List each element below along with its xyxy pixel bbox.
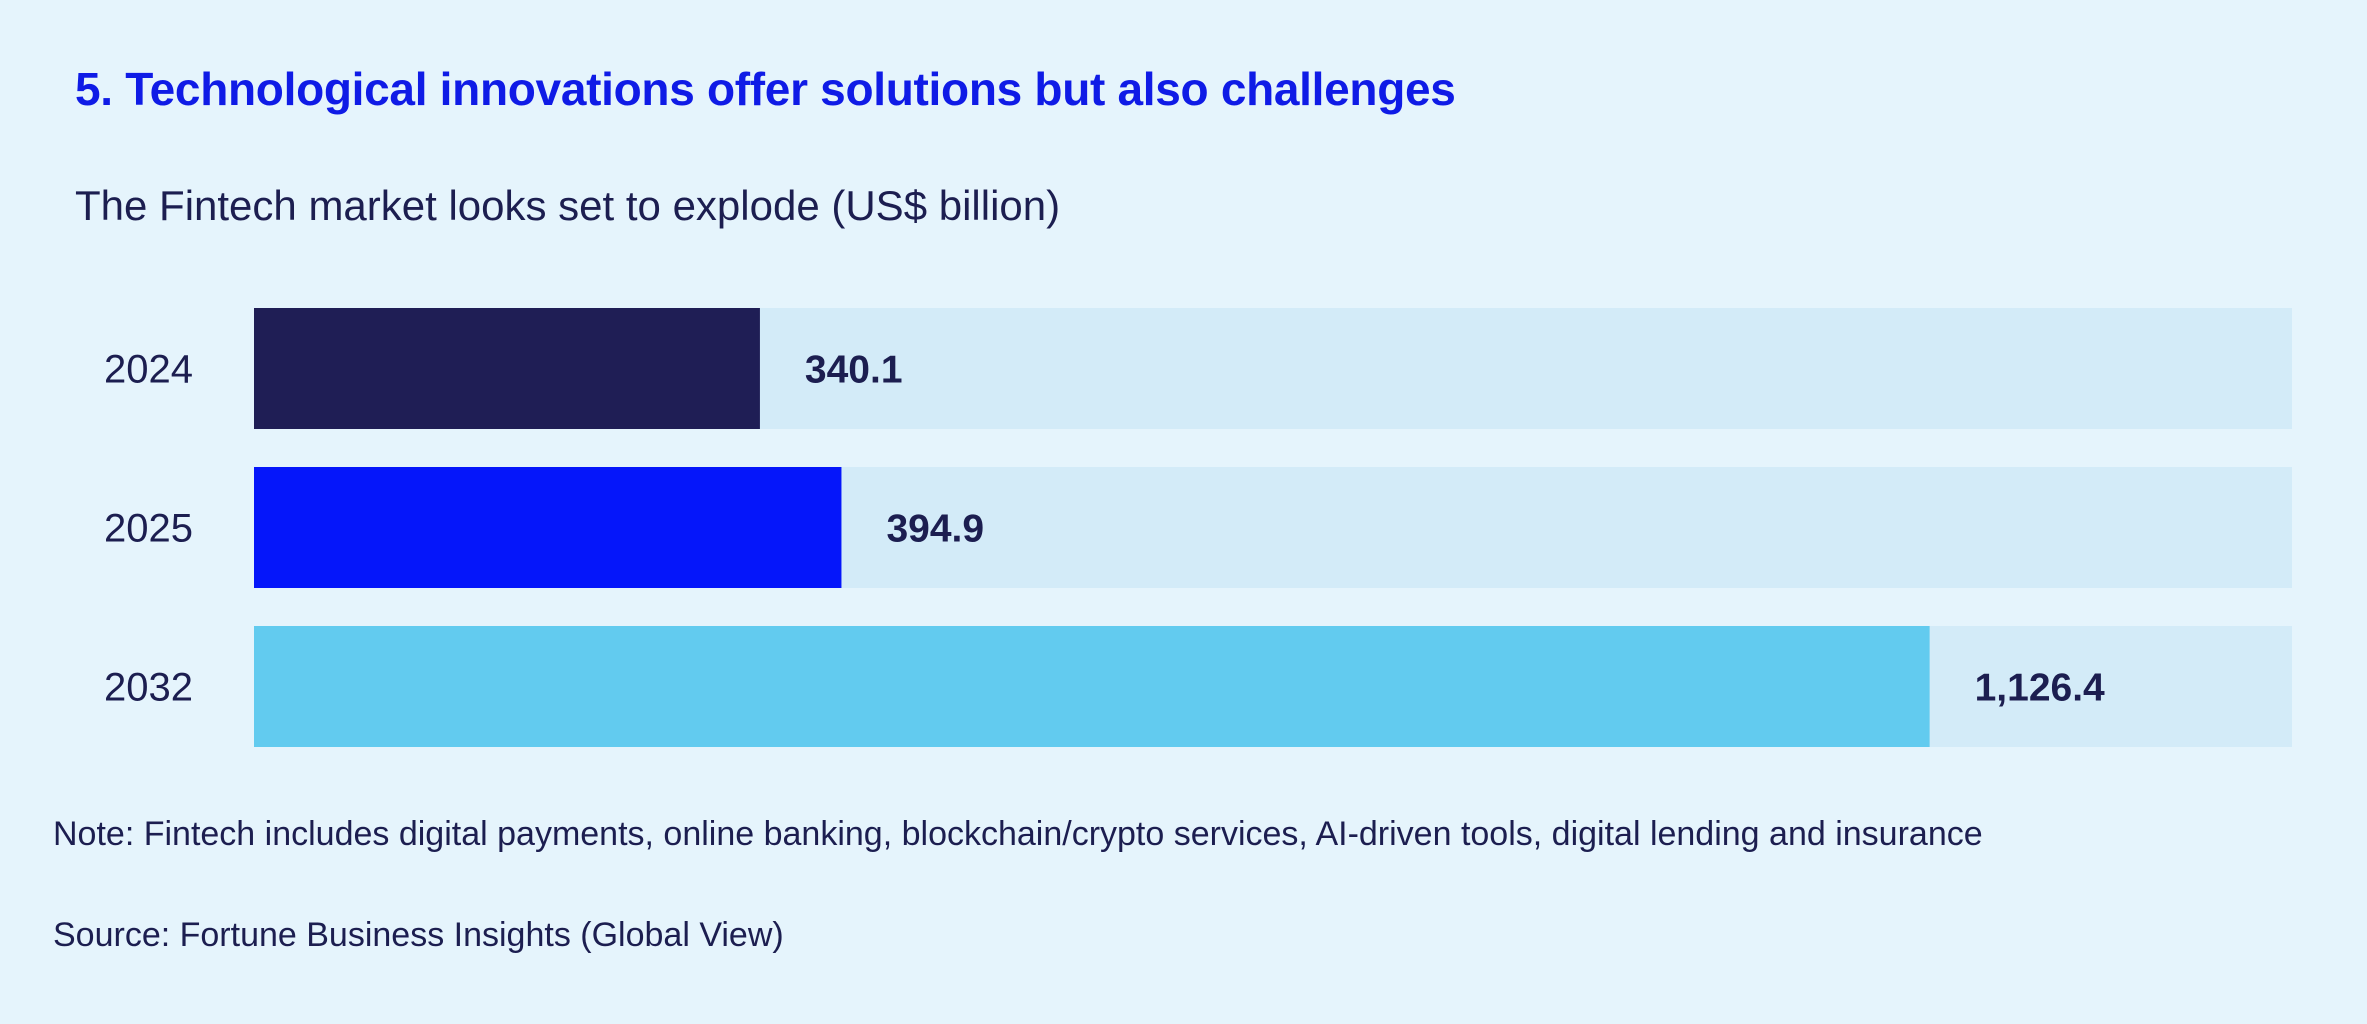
- bar-2032: [254, 626, 1930, 747]
- category-label-2024: 2024: [104, 348, 193, 392]
- category-label-2032: 2032: [104, 666, 193, 710]
- bar-2024: [254, 308, 760, 429]
- bar-2025: [254, 467, 842, 588]
- value-label-2032: 1,126.4: [1975, 667, 2105, 710]
- chart-source: Source: Fortune Business Insights (Globa…: [53, 916, 784, 954]
- chart-title: The Fintech market looks set to explode …: [75, 182, 1061, 229]
- page-title: 5. Technological innovations offer solut…: [75, 63, 1456, 115]
- value-label-2025: 394.9: [886, 508, 984, 551]
- chart-note: Note: Fintech includes digital payments,…: [53, 815, 1983, 853]
- category-label-2025: 2025: [104, 507, 193, 551]
- value-label-2024: 340.1: [805, 349, 903, 392]
